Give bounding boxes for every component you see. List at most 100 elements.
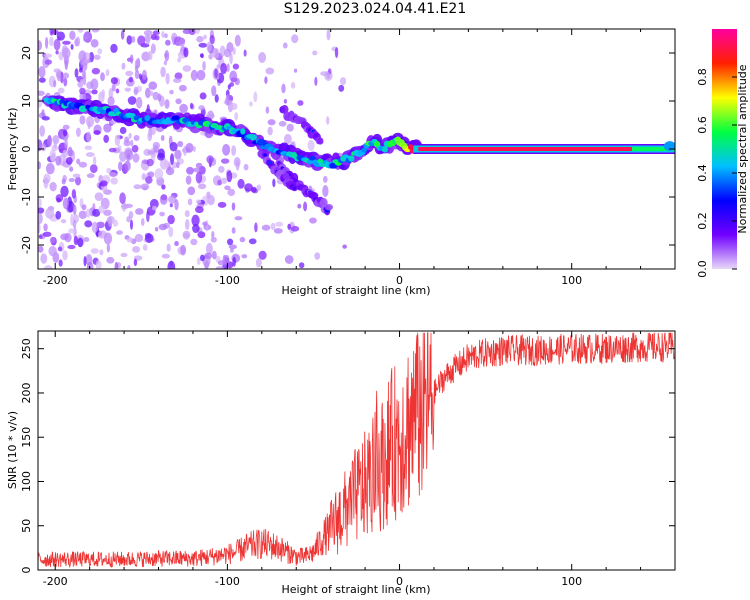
heatmap-speckle (223, 254, 230, 265)
heatmap-speckle (86, 131, 91, 143)
heatmap-speckle (106, 256, 115, 264)
heatmap-speckle (293, 68, 298, 73)
heatmap-speckle (224, 185, 231, 191)
heatmap-speckle (322, 175, 328, 183)
heatmap-speckle (195, 206, 204, 214)
heatmap-speckle (208, 53, 213, 60)
heatmap-speckle (110, 43, 118, 54)
heatmap-speckle (322, 185, 329, 198)
heatmap-speckle (241, 254, 248, 259)
heatmap-x-axis-label: Height of straight line (km) (281, 284, 430, 297)
heatmap-speckle (220, 158, 230, 164)
heatmap-speckle (91, 221, 98, 234)
heatmap-speckle (94, 192, 104, 201)
heatmap-speckle (45, 162, 55, 175)
heatmap-speckle (174, 72, 183, 80)
heatmap-speckle (165, 167, 175, 176)
heatmap-speckle (79, 115, 86, 125)
heatmap-speckle (38, 213, 43, 225)
heatmap-speckle (107, 216, 113, 228)
heatmap-speckle (62, 72, 70, 79)
heatmap-speckle (49, 236, 56, 244)
heatmap-speckle (197, 183, 207, 190)
heatmap-speckle (126, 35, 133, 45)
heatmap-speckle (108, 87, 114, 99)
heatmap-speckle (91, 89, 98, 95)
heatmap-speckle (41, 109, 45, 117)
heatmap-speckle (174, 199, 179, 211)
heatmap-speckle (204, 252, 213, 260)
heatmap-speckle (186, 166, 195, 175)
heatmap-speckle (220, 177, 228, 185)
heatmap-speckle (74, 68, 79, 78)
snr-y-axis-label: SNR (10 * v/v) (6, 411, 19, 489)
heatmap-speckle (222, 143, 231, 156)
heatmap-x-tick-label: 100 (561, 274, 582, 287)
heatmap-ridge-core (361, 147, 368, 153)
heatmap-speckle (194, 29, 201, 34)
heatmap-speckle (211, 85, 217, 97)
heatmap-speckle (207, 194, 215, 206)
heatmap-speckle (180, 244, 187, 256)
heatmap-speckle (244, 183, 253, 192)
heatmap-speckle (62, 47, 71, 60)
heatmap-speckle (49, 149, 56, 162)
heatmap-carrier-end (663, 141, 675, 152)
heatmap-speckle (76, 158, 81, 165)
heatmap-speckle (278, 120, 287, 127)
heatmap-speckle (69, 166, 74, 172)
heatmap-speckle (78, 67, 83, 73)
heatmap-speckle (100, 72, 105, 82)
heatmap-speckle (89, 164, 98, 174)
heatmap-speckle (91, 29, 100, 33)
heatmap-speckle (196, 35, 204, 43)
heatmap-speckle (39, 125, 46, 137)
heatmap-speckle (233, 157, 241, 167)
heatmap-ridge-core (348, 155, 355, 162)
heatmap-speckle (184, 218, 190, 231)
heatmap-speckle (83, 256, 87, 267)
heatmap-secondary-track (257, 149, 298, 192)
heatmap-speckle (267, 119, 276, 126)
heatmap-speckle (44, 36, 49, 49)
heatmap-speckle (85, 208, 91, 218)
heatmap-speckle (286, 123, 294, 132)
heatmap-speckle (68, 228, 76, 234)
heatmap-speckle (108, 147, 117, 153)
heatmap-speckle (103, 209, 112, 216)
heatmap-speckle (192, 146, 197, 153)
heatmap-speckle (185, 175, 192, 185)
heatmap-speckle (38, 98, 43, 108)
heatmap-speckle (65, 156, 73, 165)
heatmap-speckle (134, 233, 144, 243)
heatmap-speckle (185, 142, 194, 153)
heatmap-speckle (64, 138, 68, 150)
heatmap-speckle (62, 124, 70, 130)
heatmap-speckle (283, 98, 288, 104)
colorbar: 0.0 0.2 0.4 0.6 0.8 Normalized spectral ampl… (696, 29, 749, 278)
heatmap-speckle (60, 185, 69, 198)
heatmap-speckle (78, 50, 87, 63)
heatmap-speckle (62, 250, 68, 261)
heatmap-speckle (273, 228, 283, 234)
heatmap-speckle (49, 36, 54, 47)
snr-panel: -200 -100 0 100 0 50 100 150 200 250 Height of st… (6, 330, 676, 596)
heatmap-speckle (184, 210, 190, 218)
heatmap-speckle (234, 216, 243, 221)
heatmap-speckle (124, 87, 132, 92)
heatmap-speckle (206, 41, 212, 53)
heatmap-speckle (163, 160, 171, 167)
heatmap-speckle (202, 221, 208, 226)
snr-series-line (38, 332, 675, 569)
heatmap-speckle (140, 183, 150, 191)
heatmap-speckle (196, 257, 201, 266)
heatmap-speckle (202, 61, 206, 71)
heatmap-speckle (234, 111, 239, 121)
heatmap-speckle (211, 230, 215, 239)
heatmap-speckle (126, 237, 134, 243)
heatmap-speckle (135, 96, 143, 109)
heatmap-speckle (214, 68, 218, 79)
heatmap-speckle (38, 207, 45, 214)
heatmap-speckle (78, 210, 88, 219)
heatmap-speckle (141, 69, 147, 80)
